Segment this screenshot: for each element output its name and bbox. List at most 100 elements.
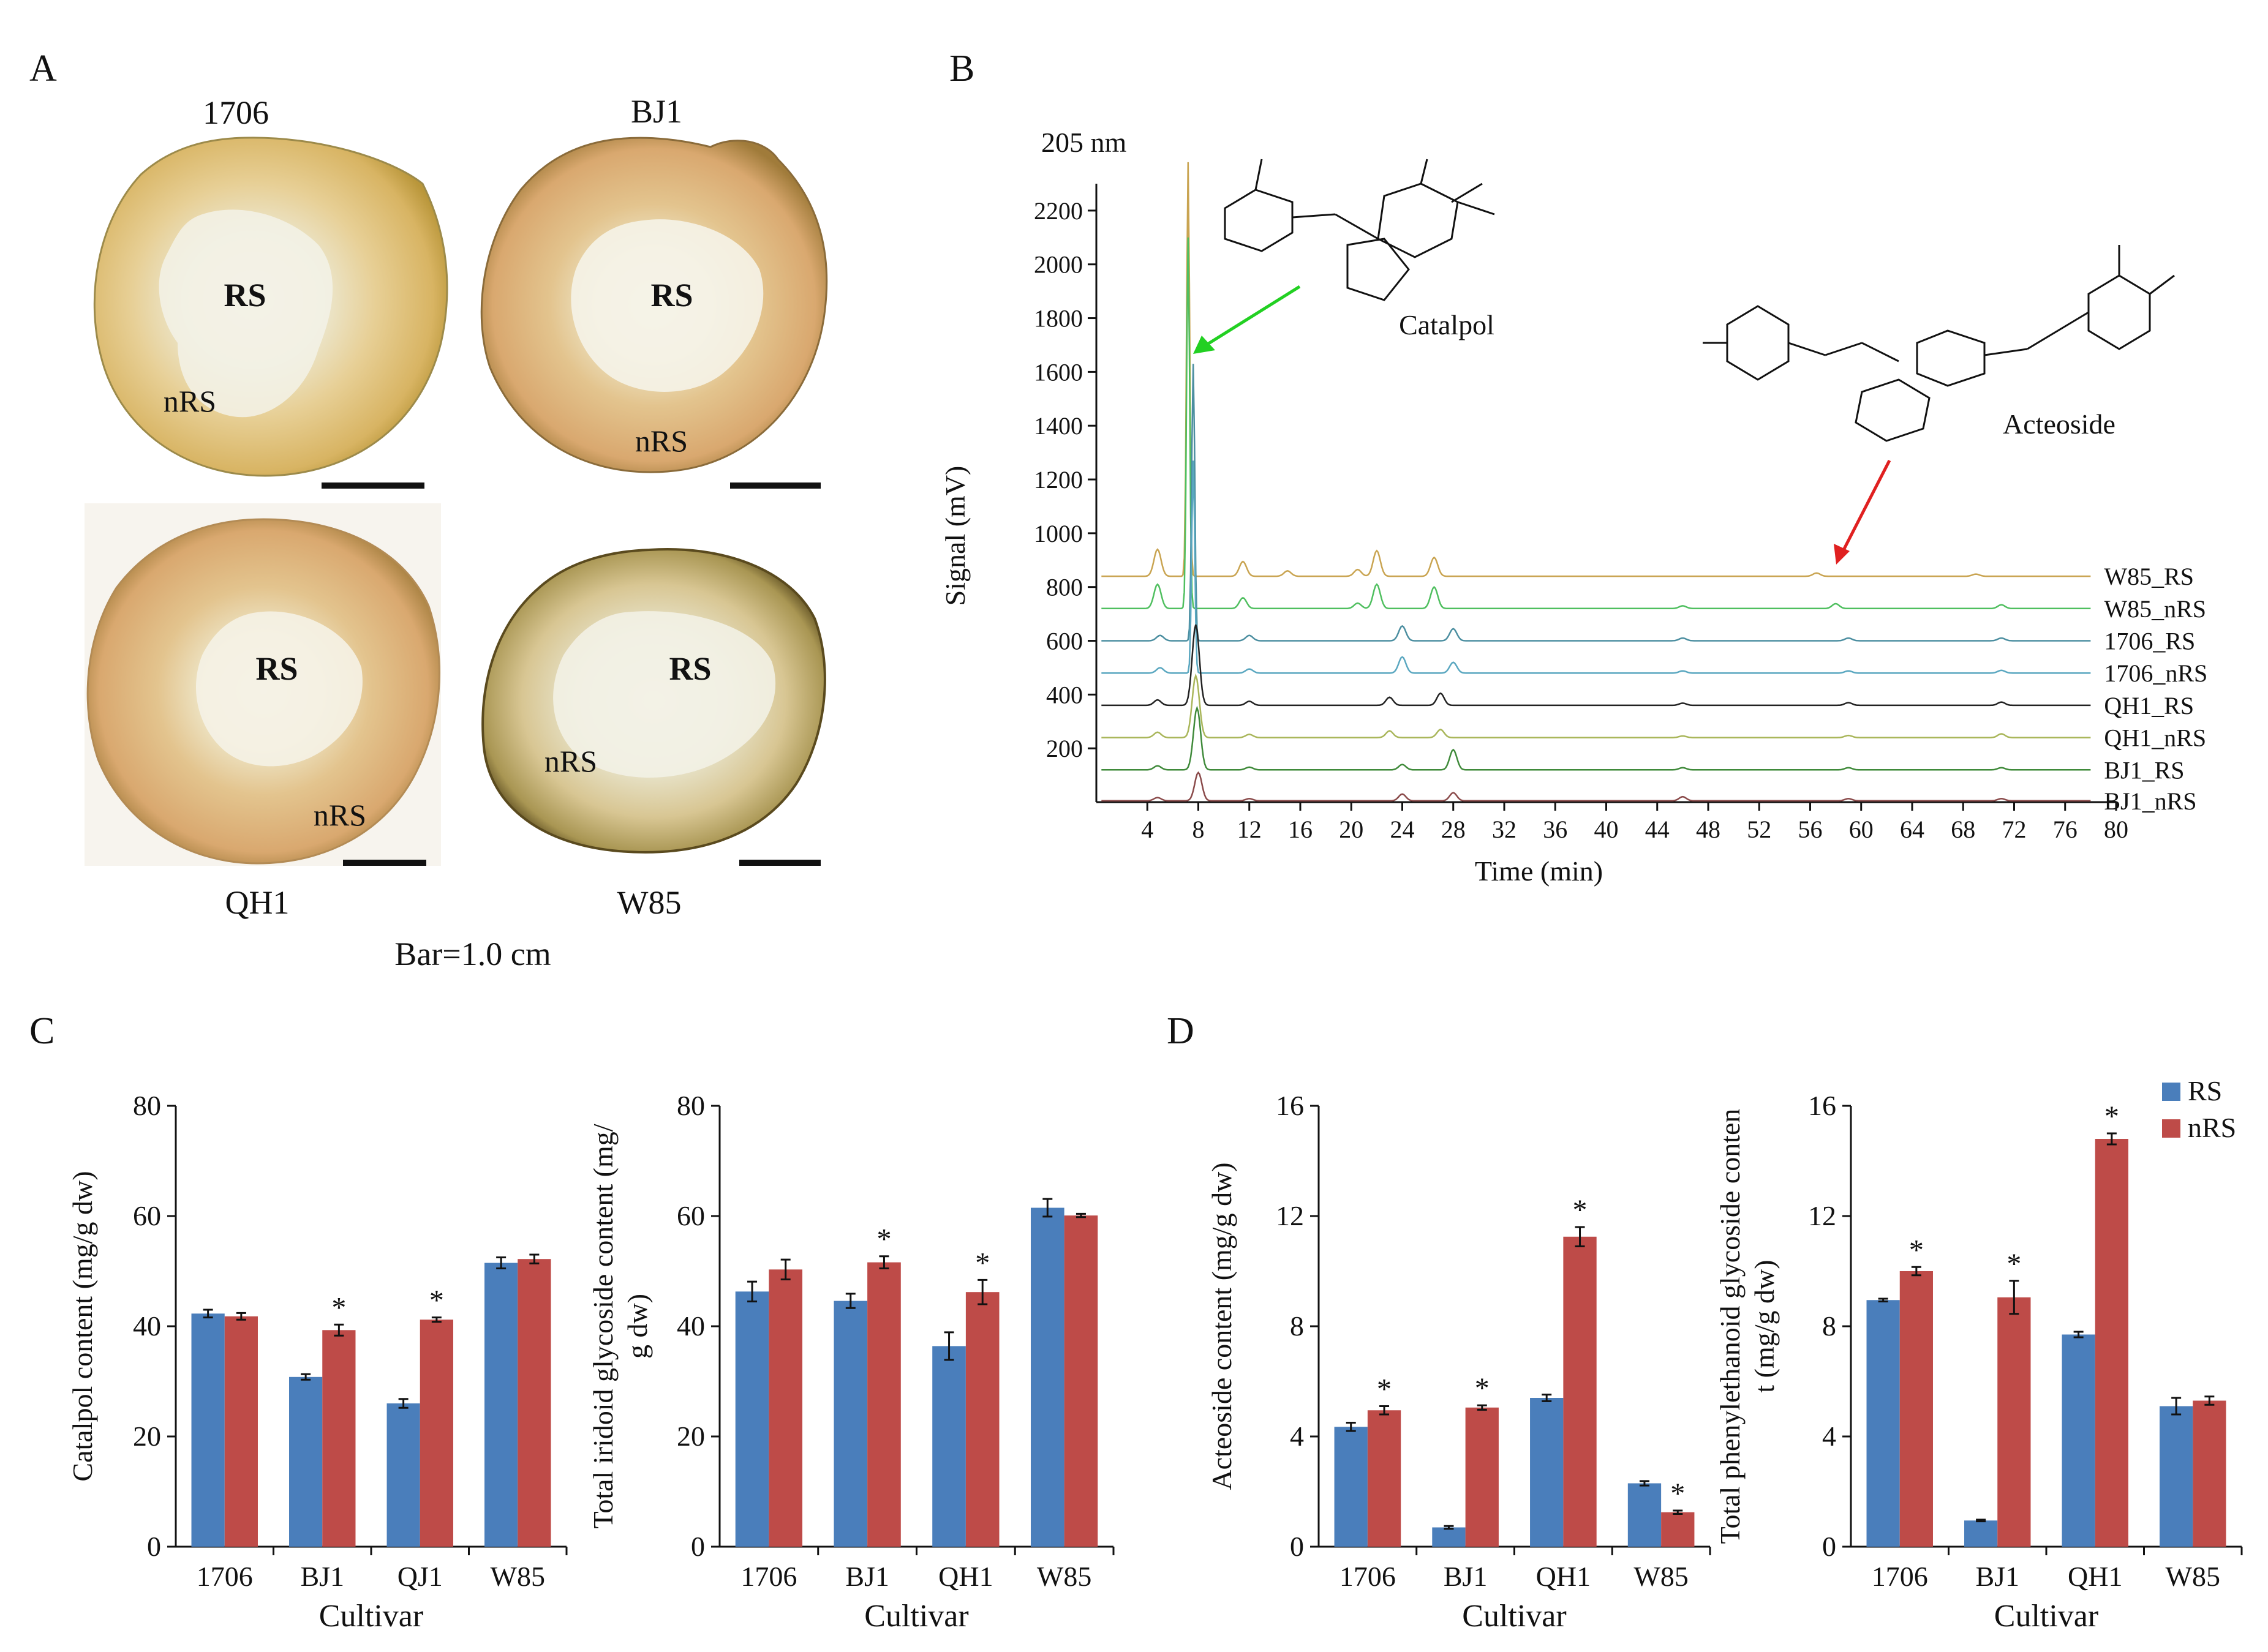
bar-rs — [191, 1313, 225, 1547]
photo-title-w85: W85 — [617, 884, 682, 921]
significance-asterisk: * — [2006, 1248, 2021, 1280]
panel-d: D 0 4 8 12 16 1706 * BJ1 * QH1 * W85 * Cultivar Acteos… — [1167, 1010, 2243, 1634]
bar-nrs — [1661, 1512, 1695, 1547]
bar-rs — [1432, 1527, 1466, 1547]
chromatogram-series-label: W85_RS — [2104, 563, 2194, 590]
significance-asterisk: * — [1377, 1373, 1392, 1406]
chromatogram-chart: 200 400 600 800 1000 1200 1400 1600 1800 2000 2200… — [940, 162, 2207, 887]
chromatogram-x-tick-label: 20 — [1339, 816, 1363, 843]
bar-rs — [1334, 1427, 1368, 1547]
chromatogram-x-tick-label: 52 — [1747, 816, 1771, 843]
bar-category-label: 1706 — [1339, 1561, 1396, 1592]
bar-nrs — [1064, 1215, 1098, 1547]
chromatogram-x-tick-label: 12 — [1237, 816, 1262, 843]
bar-nrs — [2193, 1400, 2226, 1547]
root-photo-w85: RS nRS W85 — [481, 548, 826, 921]
bar-y-tick-label: 80 — [133, 1090, 161, 1121]
panel-a: A 1706 RS nRS BJ1 RS nRS RS nRS Q — [29, 48, 828, 972]
bar-rs — [834, 1301, 868, 1547]
chromatogram-x-tick-label: 24 — [1390, 816, 1415, 843]
chromatogram-x-tick-label: 36 — [1543, 816, 1567, 843]
bar-rs — [484, 1263, 518, 1547]
bar-y-tick-label: 0 — [691, 1531, 705, 1562]
chromatogram-y-tick-label: 1600 — [1034, 358, 1083, 386]
bar-y-tick-label: 8 — [1822, 1310, 1836, 1342]
panel-letter-a: A — [29, 48, 57, 89]
bar-rs — [1530, 1398, 1564, 1547]
legend-label-nrs: nRS — [2188, 1112, 2236, 1143]
chromatogram-trace-w85-nrs — [1101, 237, 2091, 610]
panel-b: B 205 nm 200 400 600 800 1000 1200 1400 1600 180… — [940, 48, 2207, 887]
bar-rs — [289, 1376, 323, 1547]
bar-y-tick-label: 12 — [1276, 1200, 1304, 1231]
panel-letter-c: C — [29, 1010, 55, 1052]
label-nrs-qh1: nRS — [314, 798, 366, 832]
bar-y-tick-label: 16 — [1808, 1090, 1836, 1121]
chromatogram-y-tick-label: 400 — [1046, 681, 1083, 708]
scale-bar-caption: Bar=1.0 cm — [394, 936, 551, 972]
bar-category-label: 1706 — [197, 1561, 253, 1592]
chromatogram-x-tick-label: 68 — [1951, 816, 1975, 843]
label-nrs-bj1: nRS — [635, 424, 688, 458]
bar-y-tick-label: 60 — [133, 1200, 161, 1231]
significance-asterisk: * — [331, 1291, 346, 1324]
chromatogram-y-tick-label: 1400 — [1034, 412, 1083, 440]
chromatogram-x-tick-label: 48 — [1696, 816, 1720, 843]
bar-y-label: Acteoside content (mg/g dw) — [1206, 1162, 1237, 1490]
chromatogram-x-label: Time (min) — [1475, 855, 1603, 887]
root-core-w85 — [553, 611, 776, 778]
photo-title-1706: 1706 — [203, 94, 269, 131]
bar-nrs — [1563, 1236, 1597, 1547]
label-rs-qh1: RS — [255, 650, 298, 687]
bar-category-label: BJ1 — [300, 1561, 344, 1592]
chromatogram-trace-qh1-nrs — [1101, 673, 2091, 738]
chromatogram-y-tick-label: 1000 — [1034, 520, 1083, 547]
chromatogram-y-tick-label: 2200 — [1034, 197, 1083, 225]
significance-asterisk: * — [1573, 1194, 1588, 1226]
bar-rs — [1030, 1207, 1064, 1547]
photo-title-bj1: BJ1 — [631, 93, 682, 130]
bar-rs — [1627, 1483, 1662, 1547]
chromatogram-x-tick-label: 44 — [1645, 816, 1670, 843]
bar-category-label: QH1 — [938, 1561, 993, 1592]
bar-y-tick-label: 4 — [1822, 1421, 1836, 1452]
acteoside-structure-diagram — [1703, 245, 2175, 442]
legend: RS nRS — [2162, 1075, 2236, 1143]
bar-rs — [2062, 1334, 2095, 1547]
label-nrs-w85: nRS — [544, 744, 597, 778]
bar-nrs — [965, 1292, 1000, 1547]
significance-asterisk: * — [876, 1223, 891, 1256]
chromatogram-x-tick-label: 4 — [1141, 816, 1153, 843]
bar-y-tick-label: 20 — [677, 1421, 705, 1452]
bar-y-tick-label: 0 — [1290, 1531, 1304, 1562]
bar-nrs — [867, 1262, 901, 1547]
chromatogram-y-label: Signal (mV) — [940, 466, 971, 606]
catalpol-label: Catalpol — [1399, 309, 1494, 340]
bar-category-label: W85 — [1037, 1561, 1091, 1592]
catalpol-arrow — [1200, 285, 1301, 350]
chromatogram-trace-bj1-rs — [1101, 705, 2091, 771]
chromatogram-series-label: W85_nRS — [2104, 595, 2206, 623]
chromatogram-y-tick-label: 600 — [1046, 628, 1083, 655]
bar-rs — [932, 1346, 966, 1547]
bar-category-label: W85 — [2166, 1561, 2220, 1592]
phenylethanoid-bar-chart: 0 4 8 12 16 1706 * BJ1 * QH1 * W85 Cultivar Total phe… — [1714, 1090, 2243, 1634]
bar-category-label: BJ1 — [845, 1561, 889, 1592]
scale-bar-1706 — [322, 482, 424, 489]
significance-asterisk: * — [1670, 1477, 1685, 1510]
chromatogram-series-label: QH1_nRS — [2104, 724, 2206, 752]
bar-y-label: Total iridoid glycoside content (mg/g dw… — [587, 1124, 653, 1528]
label-nrs-1706: nRS — [164, 384, 216, 418]
chromatogram-x-tick-label: 80 — [2104, 816, 2128, 843]
label-rs-w85: RS — [669, 650, 711, 687]
bar-rs — [735, 1291, 769, 1547]
chromatogram-x-tick-label: 72 — [2002, 816, 2027, 843]
chromatogram-trace-1706-nrs — [1101, 460, 2091, 674]
bar-rs — [1964, 1520, 1998, 1547]
bar-rs — [1866, 1300, 1900, 1547]
significance-asterisk: * — [2104, 1100, 2119, 1133]
scale-bar-qh1 — [343, 860, 426, 866]
root-core-qh1 — [196, 611, 363, 767]
label-rs-1706: RS — [224, 277, 266, 314]
root-photo-qh1: RS nRS QH1 — [85, 503, 441, 921]
